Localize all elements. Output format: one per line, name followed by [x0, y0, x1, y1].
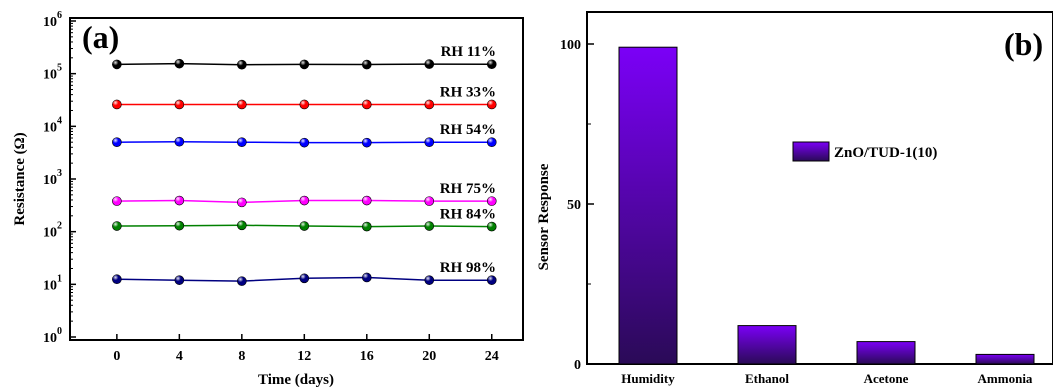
data-point-highlight [174, 99, 184, 109]
bar-humidity [618, 46, 678, 365]
legend-swatch [792, 141, 830, 162]
bar-ammonia [975, 353, 1035, 365]
series-label: RH 75% [440, 181, 496, 197]
y-tick-label: 105 [43, 63, 62, 83]
x-tick-label: 16 [360, 349, 374, 364]
y-tick-label: 100 [43, 326, 62, 346]
data-point-highlight [487, 99, 497, 109]
data-point-highlight [299, 196, 309, 206]
data-point-highlight [237, 197, 247, 207]
x-tick-label: 12 [297, 349, 311, 364]
bar-acetone [856, 341, 916, 365]
series-label: RH 98% [440, 260, 496, 276]
x-tick-label: 0 [113, 349, 120, 364]
legend-label: ZnO/TUD-1(10) [834, 145, 937, 161]
panel-b-label: (b) [1004, 26, 1043, 62]
data-point-highlight [362, 60, 372, 70]
data-point-highlight [362, 99, 372, 109]
data-point-highlight [424, 275, 434, 285]
panel-a-label: (a) [82, 19, 119, 55]
panel-b-y-ticks: 0 50 100 [560, 38, 594, 373]
series-rh-98-: RH 98% [112, 260, 497, 286]
y-tick-label: 50 [567, 198, 581, 213]
series-rh-11-: RH 11% [112, 44, 497, 70]
data-point-highlight [299, 273, 309, 283]
x-tick-label: 8 [238, 349, 245, 364]
panel-a-x-ticks: 0 4 8 12 16 20 24 [113, 334, 499, 364]
data-point-highlight [299, 59, 309, 69]
panel-a-plot-area [69, 17, 524, 341]
panel-b-legend: ZnO/TUD-1(10) [792, 141, 937, 162]
data-point-highlight [237, 220, 247, 230]
data-point-highlight [362, 138, 372, 148]
y-tick-label: 102 [43, 221, 62, 241]
category-label: Humidity [621, 371, 675, 386]
x-tick-label: 24 [485, 349, 499, 364]
data-point-highlight [237, 137, 247, 147]
data-point-highlight [112, 221, 122, 231]
data-point-highlight [174, 275, 184, 285]
data-point-highlight [299, 138, 309, 148]
data-point-highlight [424, 137, 434, 147]
series-label: RH 84% [440, 207, 496, 223]
y-tick-label: 103 [43, 168, 62, 188]
data-point-highlight [237, 60, 247, 70]
data-point-highlight [362, 222, 372, 232]
data-point-highlight [112, 137, 122, 147]
y-tick-label: 101 [43, 273, 62, 293]
data-point-highlight [174, 59, 184, 69]
panel-b-plot-area [586, 11, 1053, 365]
data-point-highlight [112, 99, 122, 109]
data-point-highlight [237, 99, 247, 109]
data-point-highlight [112, 196, 122, 206]
category-label: Ammonia [978, 371, 1033, 386]
x-tick-label: 20 [422, 349, 436, 364]
y-tick-label: 106 [43, 10, 62, 30]
panel-b-bars [618, 46, 1035, 365]
data-point-highlight [424, 99, 434, 109]
data-point-highlight [112, 59, 122, 69]
data-point-highlight [424, 221, 434, 231]
series-rh-33-: RH 33% [112, 84, 497, 110]
data-point-highlight [112, 274, 122, 284]
series-label: RH 33% [440, 84, 496, 100]
data-point-highlight [174, 137, 184, 147]
data-point-highlight [174, 196, 184, 206]
series-rh-75-: RH 75% [112, 181, 497, 208]
data-point-highlight [487, 196, 497, 206]
data-point-highlight [174, 221, 184, 231]
data-point-highlight [299, 99, 309, 109]
data-point-highlight [424, 196, 434, 206]
data-point-highlight [362, 196, 372, 206]
y-tick-label: 0 [574, 358, 581, 373]
panel-a-series: RH 11% RH 33% RH 54% RH 75% RH 84% RH 98% [112, 44, 497, 286]
series-rh-54-: RH 54% [112, 122, 497, 148]
y-tick-label: 100 [560, 38, 581, 53]
data-point-highlight [487, 275, 497, 285]
panel-b-y-axis-label: Sensor Response [536, 163, 552, 270]
panel-a-x-axis-label: Time (days) [258, 372, 334, 387]
data-point-highlight [487, 222, 497, 232]
panel-b-category-labels: Humidity Ethanol Acetone Ammonia [621, 371, 1033, 386]
data-point-highlight [237, 276, 247, 286]
category-label: Ethanol [745, 371, 789, 386]
x-tick-label: 4 [176, 349, 183, 364]
series-label: RH 11% [441, 44, 496, 60]
data-point-highlight [487, 137, 497, 147]
bar-ethanol [737, 325, 797, 365]
data-point-highlight [487, 59, 497, 69]
data-point-highlight [299, 221, 309, 231]
category-label: Acetone [864, 371, 909, 386]
y-tick-label: 104 [43, 115, 62, 135]
data-point-highlight [362, 272, 372, 282]
series-label: RH 54% [440, 122, 496, 138]
series-rh-84-: RH 84% [112, 207, 497, 232]
panel-a-y-axis-label: Resistance (Ω) [12, 132, 28, 225]
data-point-highlight [424, 59, 434, 69]
panel-a-y-ticks: 100 101 102 103 104 105 106 [43, 10, 76, 346]
